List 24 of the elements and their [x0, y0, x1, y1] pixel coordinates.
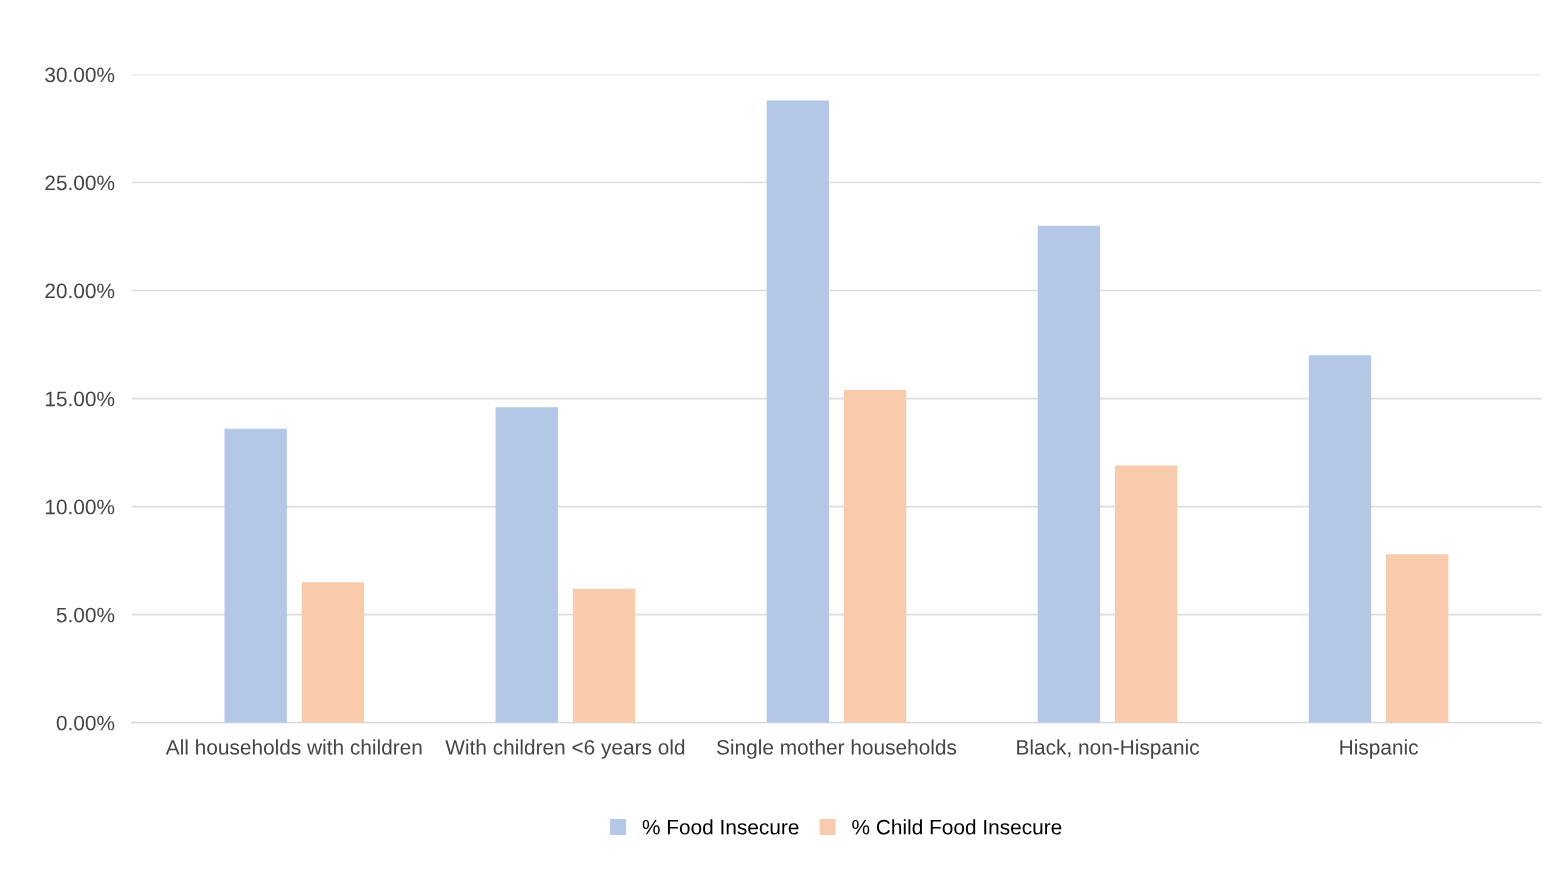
x-tick-label: Single mother households — [716, 739, 957, 759]
legend-label: % Food Insecure — [642, 819, 799, 835]
y-tick-label: 0.00% — [56, 715, 115, 731]
bar — [843, 389, 907, 723]
bar — [1386, 554, 1449, 723]
legend-label: % Child Food Insecure — [852, 819, 1062, 835]
y-tick-label: 5.00% — [56, 607, 115, 623]
bar — [1114, 465, 1178, 723]
bar — [495, 407, 558, 723]
x-tick-label: With children <6 years old — [445, 739, 685, 759]
y-tick-label: 10.00% — [45, 499, 115, 515]
x-tick-label: All households with children — [165, 739, 422, 755]
x-tick-label: Hispanic — [1340, 739, 1419, 759]
bar — [572, 588, 636, 723]
y-tick-label: 30.00% — [45, 67, 115, 83]
bar — [1308, 355, 1372, 723]
bar — [224, 428, 287, 723]
y-tick-label: 25.00% — [45, 175, 115, 191]
x-tick-label: Black, non-Hispanic — [1017, 739, 1200, 759]
y-tick-label: 20.00% — [45, 283, 115, 299]
bar — [766, 100, 830, 723]
bar — [301, 582, 365, 723]
y-tick-label: 15.00% — [45, 391, 115, 407]
bar — [1037, 225, 1101, 723]
